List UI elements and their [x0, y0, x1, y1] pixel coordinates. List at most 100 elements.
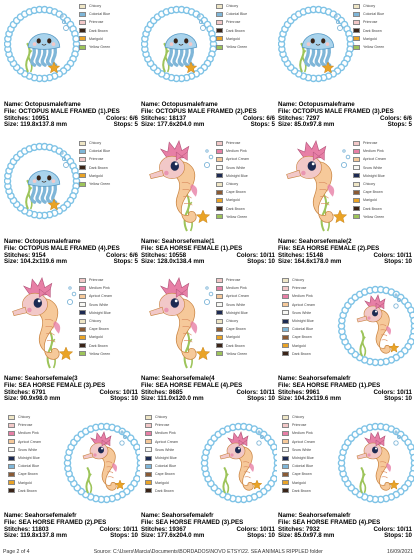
thread-color-row: Midnight Blue [8, 454, 68, 462]
stops-value: 5 [134, 121, 138, 129]
colors-label: Colors: [99, 525, 122, 533]
colors-field: Colors: 10/11 [236, 525, 275, 534]
file-value: SEA HORSE FRAMED (2).PES [18, 518, 107, 526]
thread-swatch [8, 422, 15, 428]
design-info-line: Stitches: 9154 Colors: 6/6 [4, 251, 138, 260]
thread-swatch [353, 11, 360, 17]
design-info-line: Stitches: 11803 Colors: 10/11 [4, 525, 138, 534]
thread-color-row: Dark Brown [79, 164, 139, 172]
size-value: 104.2x119.6 mm [294, 395, 341, 403]
thread-swatch [353, 19, 360, 25]
bubble-icon [334, 14, 338, 18]
seahorse-illustration [149, 276, 198, 360]
file-field: File: OCTOPUS MALE FRAMED (2).PES [141, 108, 257, 116]
thread-color-row: Chicory [79, 317, 139, 325]
seahorse-illustration [12, 276, 61, 360]
thread-name: Midnight Blue [18, 456, 40, 461]
name-label: Name: [4, 238, 23, 245]
stitches-label: Stitches: [4, 251, 31, 259]
thread-swatch [216, 343, 223, 349]
thread-name: Chicory [363, 182, 376, 187]
thread-swatch [216, 285, 223, 291]
stops-field: Stops: 10 [110, 532, 138, 540]
thread-color-row: Yellow Green [353, 213, 413, 221]
seahorse-illustration [356, 294, 391, 354]
bubble-icon [68, 286, 72, 290]
thread-swatch [145, 480, 152, 486]
size-value: 85.0x97.8 mm [294, 532, 335, 540]
design-preview: Chicory Colonial Blue Primrose Dark Brown Ma… [4, 2, 140, 102]
design-preview: Chicory Colonial Blue Primrose Dark Brown Ma… [278, 2, 414, 102]
file-label: File: [4, 107, 17, 115]
bubble-icon [200, 25, 206, 31]
thread-swatch [282, 471, 289, 477]
footer-page: Page 2 of 4 [3, 549, 30, 555]
thread-name: Primrose [89, 20, 104, 25]
design-preview: Chicory Colonial Blue Primrose Dark Brown Ma… [4, 139, 140, 239]
bubble-icon [394, 293, 398, 297]
thread-name: Chicory [363, 4, 376, 9]
thread-name: Marigold [226, 36, 240, 41]
thread-name: Primrose [292, 286, 307, 291]
name-value: Seahorsefemalefr [161, 512, 214, 519]
design-card: Chicory Primrose Medium Pink Apricot Cream S… [278, 276, 414, 413]
design-info-line: Stitches: 10558 Colors: 10/11 [141, 252, 275, 260]
thread-color-row: Cape Brown [79, 325, 139, 333]
thread-name: Apricot Cream [363, 157, 386, 162]
stitches-value: 7932 [305, 525, 320, 533]
thread-color-row: Cape Brown [353, 188, 413, 196]
thread-name: Chicory [292, 278, 305, 283]
design-card: Chicory Colonial Blue Primrose Dark Brown Ma… [141, 2, 277, 139]
thread-color-legend: Chicory Colonial Blue Primrose Dark Brown Ma… [79, 139, 139, 188]
design-preview-svg [337, 422, 414, 504]
thread-swatch [216, 165, 223, 171]
thread-name: Marigold [363, 198, 377, 203]
stops-field: Stops: 10 [247, 395, 275, 403]
size-label: Size: [278, 121, 293, 129]
size-label: Size: [278, 258, 293, 266]
thread-swatch [282, 293, 289, 299]
seahorse-illustration [356, 431, 391, 491]
design-info-line: File: SEA HORSE FRAMED (3).PES [141, 519, 275, 527]
thread-name: Apricot Cream [292, 439, 315, 444]
thread-name: Primrose [89, 278, 104, 283]
name-field: Name: Seahorsefemale(3 [4, 375, 78, 383]
colors-value: 6/6 [403, 114, 412, 122]
colors-value: 10/11 [259, 525, 275, 533]
thread-name: Chicory [89, 319, 102, 324]
size-field: Size: 85.0x97.8 mm [278, 532, 335, 540]
stitches-label: Stitches: [141, 114, 168, 122]
file-field: File: SEA HORSE FRAMED (3).PES [141, 519, 243, 527]
scallop-bead [136, 453, 140, 462]
thread-color-row: Primrose [353, 18, 413, 26]
design-info-line: Stitches: 7297 Colors: 6/6 [278, 114, 412, 123]
seaweed-icon [85, 466, 93, 494]
bubble-icon [257, 430, 261, 434]
design-info-line: File: OCTOPUS MALE FRAMED (1).PES [4, 107, 138, 116]
thread-color-row: Marigold [282, 479, 342, 487]
thread-swatch [145, 422, 152, 428]
thread-name: Marigold [155, 480, 169, 485]
thread-color-row: Dark Brown [79, 27, 139, 35]
bubble-icon [393, 440, 399, 446]
thread-name: Dark Brown [292, 488, 311, 493]
stops-label: Stops: [247, 532, 267, 540]
thread-swatch [282, 351, 289, 357]
thread-swatch [79, 140, 86, 146]
thread-name: Marigold [226, 198, 240, 203]
stitches-value: 15148 [305, 251, 324, 259]
stitches-value: 18137 [168, 114, 187, 122]
thread-swatch [79, 44, 86, 50]
thread-name: Apricot Cream [18, 439, 41, 444]
thread-color-row: Chicory [282, 413, 342, 421]
starfish-icon [195, 346, 211, 361]
thread-name: Medium Pink [292, 431, 313, 436]
bubble-icon [205, 149, 209, 153]
thread-name: Marigold [363, 36, 377, 41]
thread-name: Marigold [226, 335, 240, 340]
design-info-line: Stitches: 18137 Colors: 6/6 [141, 114, 275, 123]
thread-color-row: Colonial Blue [216, 10, 276, 18]
thread-name: Snow White [18, 447, 38, 452]
thread-swatch [282, 439, 289, 445]
bubble-icon [260, 435, 264, 439]
